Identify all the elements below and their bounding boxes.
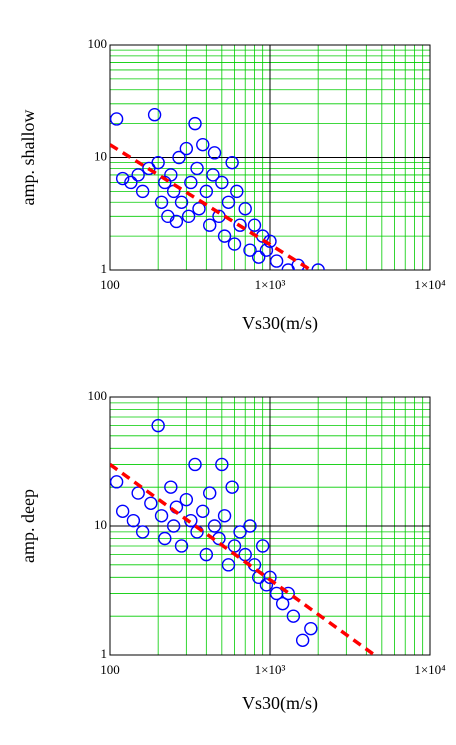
scatter-point (238, 202, 252, 216)
y-tick-label: 1 (101, 646, 108, 661)
scatter-point (259, 578, 274, 592)
plot-frame (109, 44, 431, 271)
scatter-point (286, 609, 301, 623)
scatter-point (215, 175, 229, 190)
scatter-point (311, 263, 325, 270)
plot-layer (110, 418, 376, 655)
scatter-point (169, 214, 184, 229)
x-axis-title: Vs30(m/s) (242, 313, 318, 334)
scatter-point (110, 475, 124, 489)
scatter-point (233, 218, 247, 232)
scatter-point (255, 539, 270, 553)
scatter-point (174, 539, 189, 553)
scatter-point (164, 168, 178, 182)
scatter-point (196, 504, 210, 519)
y-tick-label: 100 (88, 36, 108, 51)
scatter-point (126, 513, 141, 528)
scatter-point (252, 250, 266, 264)
scatter-point (174, 195, 189, 209)
fit-line (110, 143, 312, 270)
scatter-point (115, 171, 130, 186)
scatter-point (199, 184, 214, 199)
scatter-point (184, 513, 198, 528)
x-tick-label: 1×10⁴ (414, 662, 446, 677)
scatter-point (217, 229, 232, 243)
scatter-point (230, 184, 244, 199)
scatter-point (263, 570, 277, 585)
scatter-point (184, 175, 198, 190)
plot-frame (109, 396, 431, 656)
scatter-point (207, 519, 222, 533)
scatter-point (131, 168, 145, 182)
scatter-point (199, 547, 214, 562)
scatter-point (158, 531, 172, 546)
x-axis-title: Vs30(m/s) (242, 693, 318, 714)
y-tick-label: 100 (88, 388, 108, 403)
x-tick-label: 1×10³ (255, 662, 286, 677)
fit-line (110, 463, 376, 655)
scatter-point (243, 243, 257, 257)
scatter-point (206, 168, 220, 182)
scatter-point (304, 621, 318, 636)
scatter-point (115, 504, 130, 519)
scatter-point (295, 633, 310, 648)
scatter-point (188, 457, 202, 472)
scatter-point (154, 195, 169, 209)
scatter-point (110, 112, 124, 126)
scatter-point (188, 116, 202, 131)
scatter-point (215, 457, 229, 472)
scatter-point (207, 146, 222, 160)
scatter-point (147, 108, 162, 122)
scatter-point (225, 155, 239, 170)
scatter-point (172, 150, 186, 165)
scatter-point (203, 218, 217, 232)
plot-layer (110, 108, 325, 270)
scatter-point (131, 486, 145, 500)
scatter-point (227, 539, 242, 553)
scatter-point (233, 525, 247, 539)
x-tick-label: 1×10³ (255, 277, 286, 292)
scatter-point (164, 480, 178, 494)
scatter-point (227, 237, 242, 251)
scatter-point (135, 525, 150, 539)
scatter-point (221, 195, 236, 209)
scatter-point (221, 558, 236, 572)
scatter-point (154, 509, 169, 523)
y-tick-label: 1 (101, 261, 108, 276)
scatter-point (275, 596, 290, 611)
scatter-point (179, 492, 194, 507)
x-tick-label: 100 (100, 277, 120, 292)
scatter-point (181, 209, 196, 224)
scatter-point (225, 480, 239, 494)
scatter-point (203, 486, 217, 500)
scatter-point (247, 218, 262, 232)
scatter-point (151, 418, 165, 433)
y-axis-title: amp. shallow (18, 110, 38, 206)
x-tick-label: 100 (100, 662, 120, 677)
y-tick-label: 10 (94, 148, 107, 163)
y-tick-label: 10 (94, 517, 107, 532)
scatter-point (124, 175, 138, 190)
scatter-point (179, 141, 194, 156)
scatter-point (166, 519, 181, 533)
scatter-point (190, 161, 204, 176)
scatter-point (151, 155, 165, 170)
scatter-point (196, 137, 210, 152)
scatter-point (135, 184, 150, 199)
y-axis-title: amp. deep (18, 489, 38, 563)
scatter-point (269, 254, 284, 268)
scatter-point (144, 496, 158, 510)
scatter-point (281, 586, 295, 601)
scatter-point (217, 509, 232, 523)
scatter-point (281, 263, 295, 270)
scatter-point (192, 202, 206, 216)
x-tick-label: 1×10⁴ (414, 277, 446, 292)
scatter-point (243, 519, 257, 533)
